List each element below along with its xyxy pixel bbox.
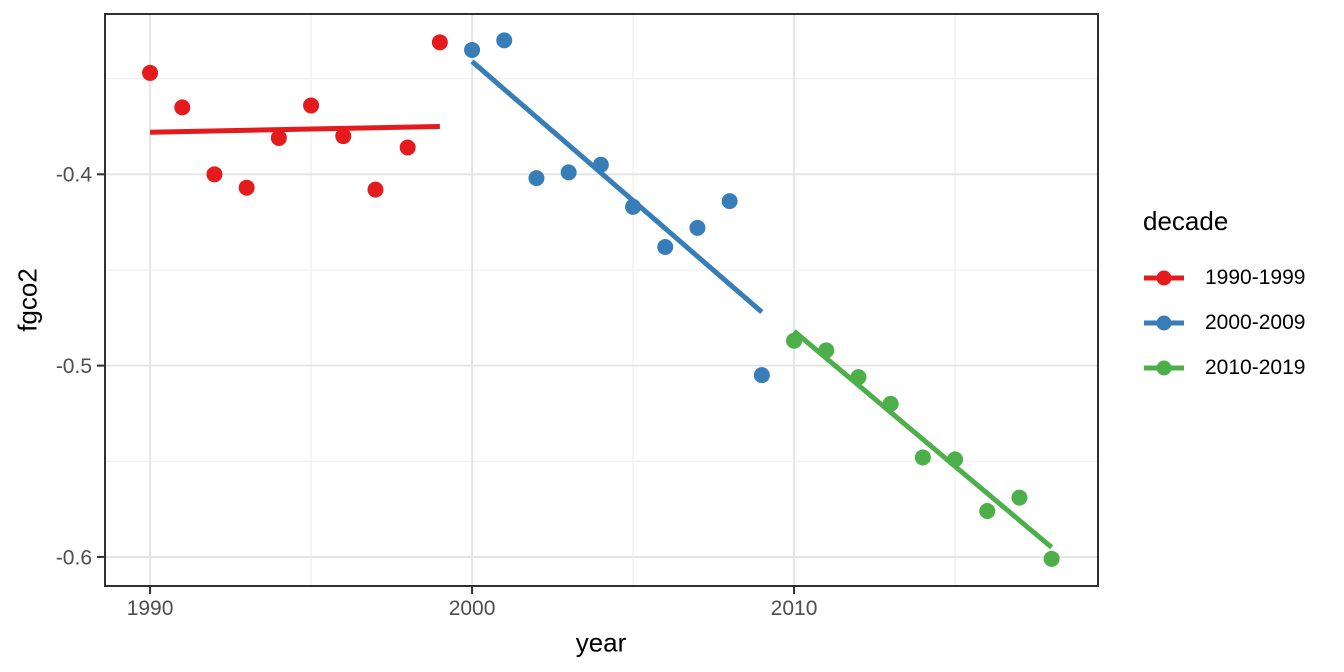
legend-title: decade — [1143, 206, 1229, 236]
data-point — [914, 449, 931, 466]
legend-key-icon — [1144, 360, 1184, 375]
legend-entry-label: 2000-2009 — [1205, 310, 1306, 334]
data-point — [1011, 489, 1028, 506]
series-2010-2019 — [786, 329, 1060, 567]
data-point — [303, 97, 320, 114]
legend-key-point — [1156, 270, 1172, 285]
legend-entries: 1990-1999 2000-2009 2010-2019 — [1143, 255, 1343, 390]
axis-ticks: 1990 2000 2010 -0.4 -0.5 -0.6 — [56, 164, 818, 620]
data-point — [689, 219, 706, 236]
data-point — [1043, 550, 1060, 567]
series-1990-1999 — [142, 34, 448, 198]
data-point — [721, 193, 738, 210]
y-tick-label: -0.6 — [56, 546, 92, 569]
panel-border — [104, 13, 1099, 587]
legend-entry-label: 1990-1999 — [1205, 265, 1306, 289]
legend-entry-label: 2010-2019 — [1205, 355, 1306, 379]
series-2000-2009 — [464, 32, 770, 384]
data-point — [496, 32, 513, 49]
legend-entry: 2000-2009 — [1143, 300, 1343, 345]
data-point — [367, 181, 384, 198]
data-point — [850, 369, 867, 386]
data-point — [431, 34, 448, 51]
legend-key-icon — [1144, 270, 1184, 285]
data-point — [657, 239, 674, 256]
x-tick-label: 2010 — [771, 597, 818, 620]
data-point — [528, 170, 545, 187]
trend-line — [792, 329, 1054, 550]
legend-entry: 2010-2019 — [1143, 345, 1343, 390]
data-point — [206, 166, 223, 183]
trend-line — [150, 123, 440, 135]
data-point — [174, 99, 191, 116]
legend-key-icon — [1144, 315, 1184, 330]
y-tick-label: -0.5 — [56, 355, 92, 378]
data-point — [464, 41, 481, 58]
x-axis-title: year — [575, 627, 627, 658]
panel-background — [105, 14, 1098, 586]
data-point — [625, 198, 642, 215]
legend-key-point — [1156, 360, 1172, 375]
x-tick-label: 1990 — [127, 597, 174, 620]
data-point — [882, 395, 899, 412]
legend: decade 1990-1999 2000-2009 2010-2019 — [1143, 206, 1343, 390]
data-point — [979, 503, 996, 520]
data-point — [947, 451, 964, 468]
trend-line — [470, 59, 764, 314]
data-point — [399, 139, 416, 156]
legend-key-point — [1156, 315, 1172, 330]
y-axis-title: fgco2 — [12, 268, 43, 332]
data-point — [753, 367, 770, 384]
data-point — [560, 164, 577, 181]
data-point — [786, 332, 803, 349]
data-point — [592, 156, 609, 173]
data-point — [270, 129, 287, 146]
data-point — [238, 179, 255, 196]
y-tick-label: -0.4 — [56, 164, 93, 187]
data-point — [818, 342, 835, 359]
x-tick-label: 2000 — [449, 597, 496, 620]
data-point — [335, 128, 352, 145]
data-point — [142, 64, 159, 81]
legend-entry: 1990-1999 — [1143, 255, 1343, 300]
